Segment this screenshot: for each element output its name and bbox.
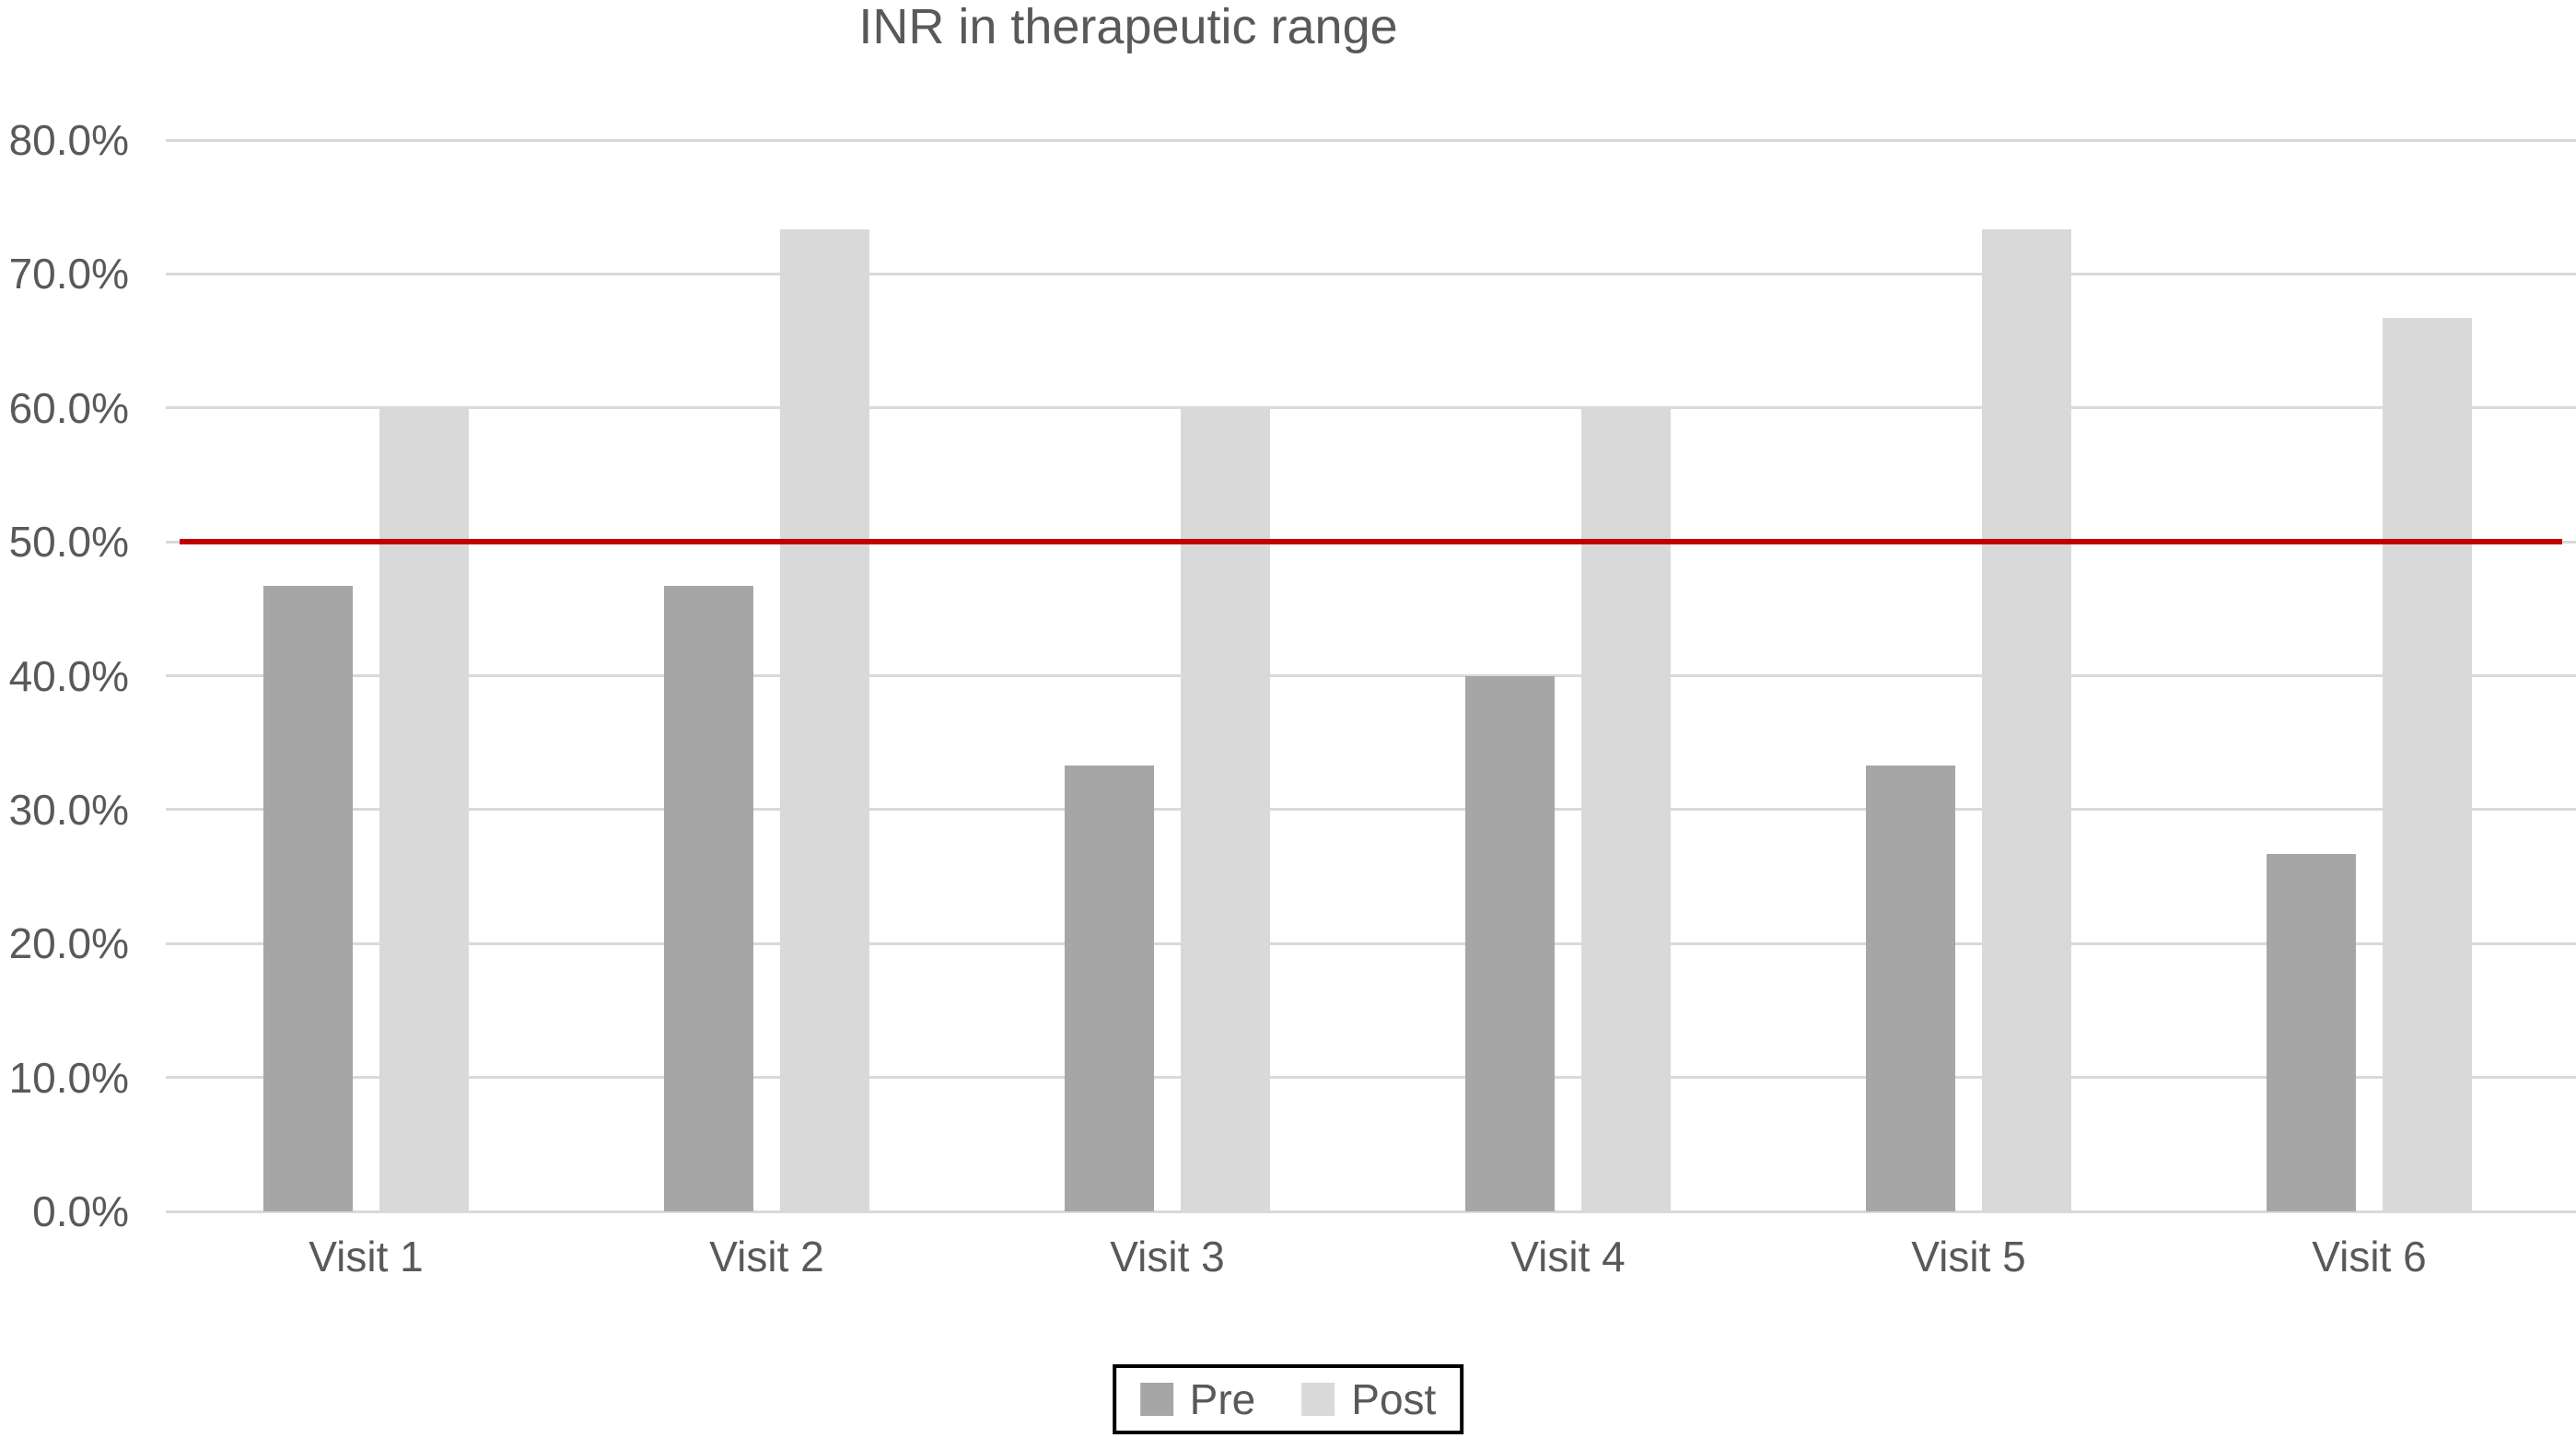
x-axis-label: Visit 6 — [2312, 1233, 2427, 1280]
bar-pre-visit-6 — [2267, 853, 2356, 1211]
gridline — [166, 941, 2576, 945]
bar-group — [2169, 140, 2570, 1211]
bar-post-visit-3 — [1181, 407, 1270, 1211]
bar-pre-visit-4 — [1465, 675, 1555, 1211]
legend-items: Pre Post — [1139, 1374, 1436, 1424]
bar-post-visit-6 — [2383, 318, 2472, 1211]
bar-group — [566, 140, 967, 1211]
bar-pre-visit-1 — [263, 586, 353, 1211]
gridline — [166, 1076, 2576, 1080]
x-axis-labels: Visit 1 Visit 2 Visit 3 Visit 4 Visit 5 Visit… — [166, 1232, 2570, 1281]
bar-group — [1768, 140, 2169, 1211]
legend: Pre Post — [1112, 1364, 1464, 1434]
y-tick-label: 30.0% — [8, 785, 129, 834]
y-axis-ticks: 80.0% 70.0% 60.0% 50.0% 40.0% 30.0% 20.0% 10.0%… — [0, 116, 129, 1235]
plot-area — [166, 138, 2576, 1213]
legend-swatch-pre — [1139, 1383, 1173, 1416]
gridline — [166, 272, 2576, 275]
bar-pre-visit-2 — [664, 586, 753, 1211]
gridline — [166, 138, 2576, 142]
legend-swatch-post — [1301, 1383, 1335, 1416]
bar-pre-visit-5 — [1866, 765, 1955, 1211]
gridline — [166, 808, 2576, 812]
bar-pre-visit-3 — [1065, 765, 1154, 1211]
bar-group — [1368, 140, 1768, 1211]
legend-item-pre: Pre — [1139, 1374, 1256, 1424]
legend-label: Post — [1351, 1375, 1437, 1423]
bar-post-visit-1 — [379, 407, 469, 1211]
gridline — [166, 674, 2576, 677]
y-tick-label: 50.0% — [8, 518, 129, 567]
bar-groups — [166, 140, 2570, 1211]
bar-group — [967, 140, 1368, 1211]
x-axis-label: Visit 2 — [709, 1233, 824, 1280]
y-tick-label: 40.0% — [8, 651, 129, 700]
legend-label: Pre — [1189, 1375, 1256, 1423]
y-tick-label: 10.0% — [8, 1053, 129, 1102]
bar-group — [166, 140, 566, 1211]
bar-post-visit-2 — [780, 229, 869, 1211]
x-axis-label: Visit 1 — [309, 1233, 424, 1280]
x-axis-label: Visit 5 — [1911, 1233, 2026, 1280]
y-tick-label: 60.0% — [8, 383, 129, 432]
bar-post-visit-5 — [1982, 229, 2071, 1211]
x-axis-label: Visit 4 — [1510, 1233, 1626, 1280]
y-tick-label: 20.0% — [8, 919, 129, 968]
y-tick-label: 70.0% — [8, 250, 129, 298]
legend-item-post: Post — [1301, 1374, 1436, 1424]
gridline — [166, 406, 2576, 410]
bar-post-visit-4 — [1581, 407, 1671, 1211]
y-tick-label: 0.0% — [32, 1187, 129, 1235]
y-tick-label: 80.0% — [8, 116, 129, 164]
reference-line — [180, 539, 2562, 545]
chart-title: INR in therapeutic range — [858, 0, 1398, 54]
x-axis-label: Visit 3 — [1110, 1233, 1225, 1280]
gridline — [166, 1210, 2576, 1213]
